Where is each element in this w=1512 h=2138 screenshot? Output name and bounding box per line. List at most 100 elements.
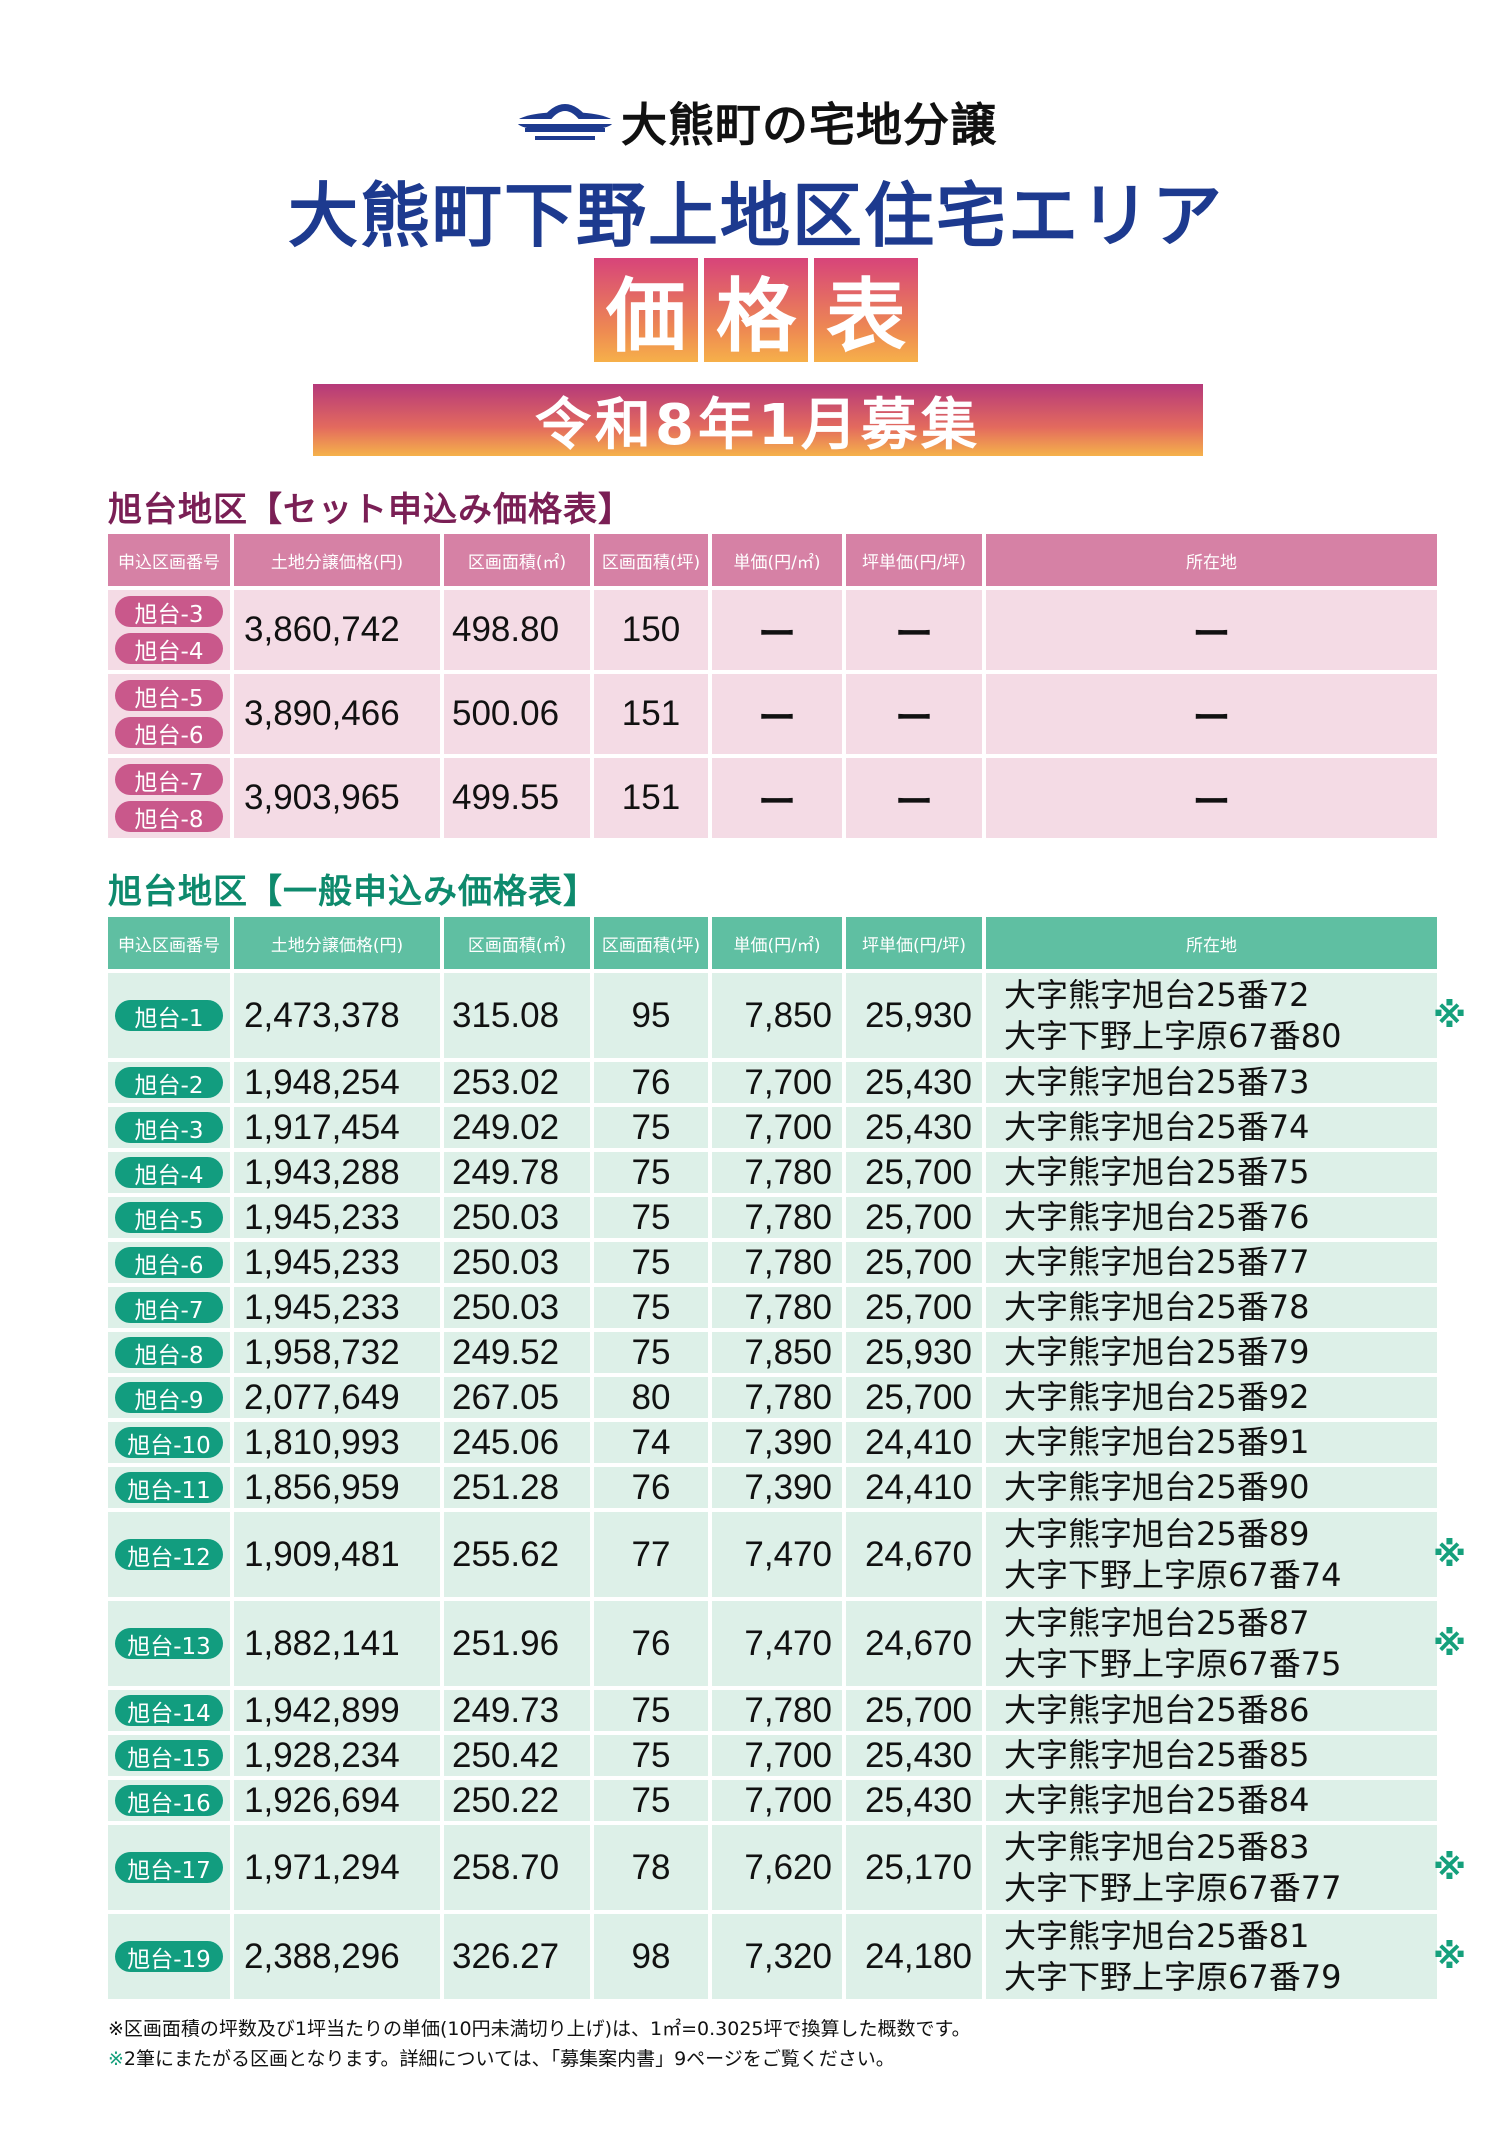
unit-price-tsubo-cell: 25,430 [846,1062,982,1103]
area-tsubo-cell: 78 [594,1825,708,1910]
location-cell: ー [986,674,1437,754]
price-cell: 1,909,481 [234,1512,440,1597]
location-line: 大字下野上字原67番75 [1004,1644,1342,1683]
area-tsubo-cell: 75 [594,1152,708,1193]
price-cell: 1,943,288 [234,1152,440,1193]
lot-id-cell: 旭台-2 [108,1062,230,1103]
unit-price-tsubo-cell: ー [846,590,982,670]
area-m2-cell: 315.08 [444,973,590,1058]
price-cell: 1,971,294 [234,1825,440,1910]
table-row: 旭台-6 1,945,233 250.03 75 7,780 25,700 大字熊字旭台25… [108,1242,1437,1283]
unit-price-tsubo-cell: 25,700 [846,1377,982,1418]
table-row: 旭台-7 1,945,233 250.03 75 7,780 25,700 大字熊字旭台25… [108,1287,1437,1328]
location-cell: 大字熊字旭台25番76 [986,1197,1437,1238]
unit-price-m2-cell: 7,470 [712,1601,842,1686]
table-row: 旭台-3 1,917,454 249.02 75 7,700 25,430 大字熊字旭台25… [108,1107,1437,1148]
location-line: 大字下野上字原67番77 [1004,1868,1342,1907]
unit-price-m2-cell: 7,390 [712,1422,842,1463]
unit-price-tsubo-cell: 24,670 [846,1601,982,1686]
lot-id-badge: 旭台-4 [115,633,223,665]
table-row: 旭台-17 1,971,294 258.70 78 7,620 25,170 大字熊字旭台2… [108,1825,1466,1910]
price-cell: 3,860,742 [234,590,440,670]
column-header: 土地分譲価格(円) [234,534,440,586]
location-cell: 大字熊字旭台25番77 [986,1242,1437,1283]
unit-price-tsubo-cell: 24,410 [846,1422,982,1463]
heading-char: 表 [814,258,918,363]
unit-price-tsubo-cell: 24,670 [846,1512,982,1597]
location-cell: ー [986,590,1437,670]
table-row: 旭台-1 2,473,378 315.08 95 7,850 25,930 大字熊字旭台25… [108,973,1466,1058]
column-header: 申込区画番号 [108,917,230,969]
lot-id-badge: 旭台-14 [115,1695,223,1727]
column-header: 単価(円/㎡) [712,534,842,586]
location-cell: 大字熊字旭台25番72 大字下野上字原67番80 [986,973,1437,1058]
area-m2-cell: 249.02 [444,1107,590,1148]
area-m2-cell: 249.52 [444,1332,590,1373]
two-lot-mark: ※ [1433,1847,1467,1888]
two-lot-mark: ※ [1433,1534,1467,1575]
column-header: 区画面積(㎡) [444,917,590,969]
footnotes: ※区画面積の坪数及び1坪当たりの単価(10円未満切り上げ)は、1㎡=0.3025… [108,2014,971,2074]
area-tsubo-cell: 75 [594,1332,708,1373]
location-line: 大字熊字旭台25番79 [1004,1333,1310,1371]
column-header: 坪単価(円/坪) [846,534,982,586]
price-cell: 1,942,899 [234,1690,440,1731]
lot-id-badge: 旭台-1 [115,1000,223,1032]
unit-price-m2-cell: 7,620 [712,1825,842,1910]
location-line: 大字熊字旭台25番72 [1004,975,1310,1014]
lot-id-cell: 旭台-7 旭台-8 [108,758,230,838]
period-banner: 令和8年1月募集 [313,384,1203,458]
table-row: 旭台-11 1,856,959 251.28 76 7,390 24,410 大字熊字旭台2… [108,1467,1437,1508]
area-tsubo-cell: 151 [594,674,708,754]
area-m2-cell: 250.03 [444,1197,590,1238]
unit-price-m2-cell: 7,470 [712,1512,842,1597]
set-price-table: 申込区画番号 土地分譲価格(円) 区画面積(㎡) 区画面積(坪) 単価(円/㎡)… [108,534,1437,842]
unit-price-tsubo-cell: 25,930 [846,1332,982,1373]
heading-char: 格 [704,258,808,363]
location-cell: 大字熊字旭台25番90 [986,1467,1437,1508]
lot-id-cell: 旭台-10 [108,1422,230,1463]
location-line: 大字熊字旭台25番91 [1004,1423,1310,1461]
area-tsubo-cell: 75 [594,1197,708,1238]
table-row: 旭台-15 1,928,234 250.42 75 7,700 25,430 大字熊字旭台2… [108,1735,1437,1776]
price-cell: 2,473,378 [234,973,440,1058]
location-cell: 大字熊字旭台25番89 大字下野上字原67番74 [986,1512,1437,1597]
area-tsubo-cell: 76 [594,1062,708,1103]
lot-id-cell: 旭台-1 [108,973,230,1058]
unit-price-m2-cell: 7,780 [712,1690,842,1731]
lot-id-badge: 旭台-5 [115,1202,223,1234]
area-m2-cell: 498.80 [444,590,590,670]
location-line: 大字熊字旭台25番73 [1004,1063,1310,1101]
unit-price-tsubo-cell: 25,170 [846,1825,982,1910]
lot-id-cell: 旭台-14 [108,1690,230,1731]
location-cell: 大字熊字旭台25番74 [986,1107,1437,1148]
unit-price-m2-cell: 7,390 [712,1467,842,1508]
table-header-row: 申込区画番号 土地分譲価格(円) 区画面積(㎡) 区画面積(坪) 単価(円/㎡)… [108,917,1437,969]
location-cell: 大字熊字旭台25番87 大字下野上字原67番75 [986,1601,1437,1686]
lot-id-badge: 旭台-2 [115,1067,223,1099]
lot-id-badge: 旭台-7 [115,764,223,796]
area-m2-cell: 250.22 [444,1780,590,1821]
lot-id-cell: 旭台-15 [108,1735,230,1776]
location-cell: 大字熊字旭台25番91 [986,1422,1437,1463]
footnote-conversion: ※区画面積の坪数及び1坪当たりの単価(10円未満切り上げ)は、1㎡=0.3025… [108,2018,971,2040]
area-tsubo-cell: 76 [594,1601,708,1686]
location-line: 大字熊字旭台25番81 [1004,1916,1310,1955]
location-line: 大字熊字旭台25番89 [1004,1514,1310,1553]
area-tsubo-cell: 80 [594,1377,708,1418]
area-m2-cell: 249.73 [444,1690,590,1731]
unit-price-m2-cell: ー [712,590,842,670]
price-cell: 1,856,959 [234,1467,440,1508]
area-tsubo-cell: 74 [594,1422,708,1463]
area-tsubo-cell: 75 [594,1287,708,1328]
unit-price-tsubo-cell: 25,430 [846,1780,982,1821]
unit-price-tsubo-cell: ー [846,758,982,838]
location-line: 大字熊字旭台25番92 [1004,1378,1310,1416]
lot-id-cell: 旭台-5 [108,1197,230,1238]
area-m2-cell: 267.05 [444,1377,590,1418]
lot-id-badge: 旭台-7 [115,1292,223,1324]
lot-id-cell: 旭台-16 [108,1780,230,1821]
price-cell: 1,810,993 [234,1422,440,1463]
location-cell: 大字熊字旭台25番75 [986,1152,1437,1193]
table-row: 旭台-10 1,810,993 245.06 74 7,390 24,410 大字熊字旭台2… [108,1422,1437,1463]
